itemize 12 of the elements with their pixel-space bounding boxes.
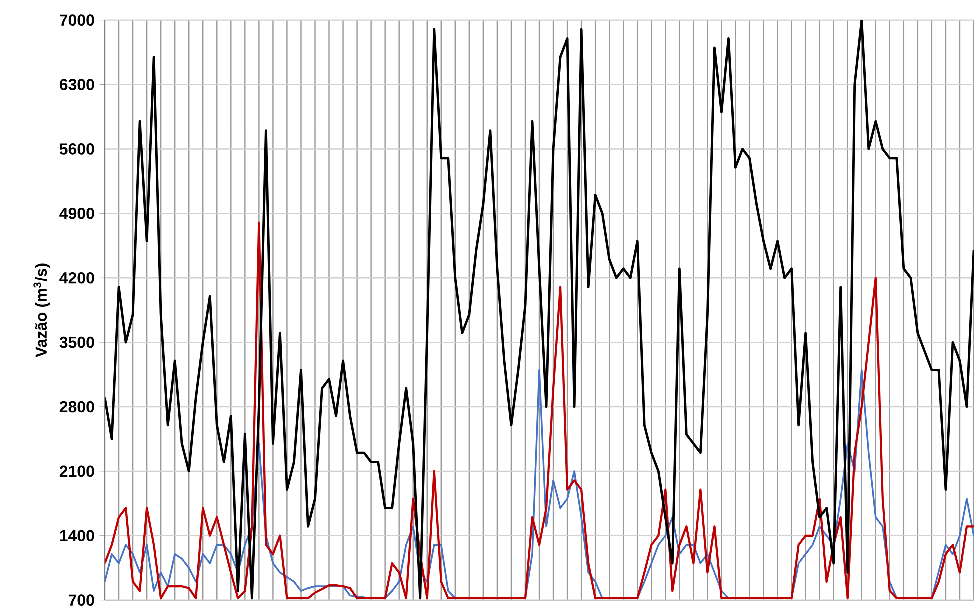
y-tick-label: 6300	[60, 79, 94, 90]
y-tick-label: 5600	[60, 144, 94, 155]
y-tick-label: 2800	[60, 401, 94, 413]
y-tick-label: 7000	[60, 14, 94, 26]
y-tick-label: 700	[68, 594, 94, 606]
y-axis-title: Vazão (m$^{3}$/s)	[34, 264, 50, 358]
y-tick-label: 4900	[60, 208, 94, 220]
y-tick-label: 4200	[60, 272, 94, 284]
line-series	[105, 20, 974, 600]
y-tick-label: 3500	[60, 336, 94, 348]
y-tick-label: 1400	[60, 530, 94, 542]
y-tick-label: 2100	[60, 466, 94, 478]
